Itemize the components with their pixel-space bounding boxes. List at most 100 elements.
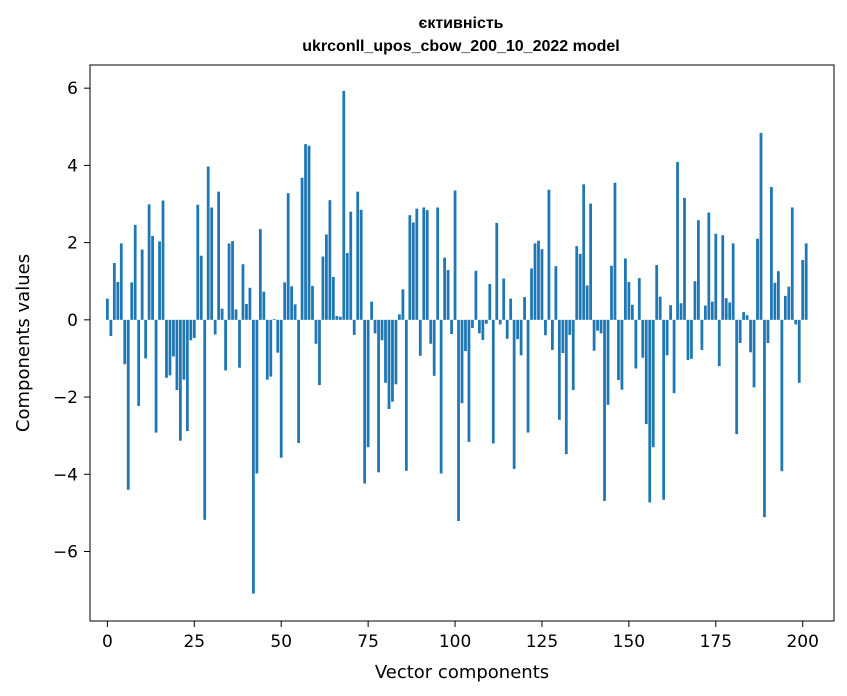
bar <box>516 319 520 340</box>
bar <box>401 289 405 320</box>
bar <box>311 285 314 320</box>
bar <box>179 319 182 441</box>
bar <box>738 319 742 343</box>
bar <box>272 319 276 320</box>
bar <box>126 319 130 490</box>
bar <box>293 304 297 320</box>
bar <box>387 319 391 410</box>
bar <box>192 319 196 338</box>
bar <box>314 319 318 344</box>
bar <box>404 319 408 471</box>
bar <box>105 298 109 320</box>
bar <box>544 319 547 336</box>
bar <box>453 190 457 320</box>
bar <box>495 222 499 320</box>
bar <box>370 301 373 320</box>
bar <box>474 270 478 320</box>
bar <box>429 319 433 344</box>
bar <box>352 319 356 335</box>
bar <box>703 305 707 320</box>
bar <box>502 278 506 320</box>
bar <box>662 319 666 500</box>
bar <box>241 264 245 320</box>
bar <box>641 319 645 358</box>
bar <box>418 319 422 356</box>
bar <box>599 319 603 334</box>
bar <box>644 319 648 425</box>
x-axis-ticks: 0 25 50 75 100 125 150 175 200 <box>102 621 819 652</box>
bar <box>756 238 759 320</box>
bar <box>252 319 255 594</box>
y-tick-label: −6 <box>53 543 78 563</box>
bar <box>203 319 207 520</box>
bar <box>213 319 217 335</box>
bar <box>554 266 558 320</box>
bar <box>512 319 516 469</box>
bar <box>269 319 273 377</box>
bar <box>460 319 464 404</box>
bar <box>307 145 311 320</box>
bar <box>338 316 342 320</box>
x-tick-label: 25 <box>183 632 205 652</box>
bar <box>540 249 544 320</box>
bar <box>724 298 728 320</box>
bar <box>165 319 168 378</box>
bar <box>801 259 805 320</box>
bar <box>613 182 617 320</box>
bar <box>217 191 221 320</box>
bar <box>116 281 120 320</box>
bar <box>172 319 175 357</box>
bar <box>617 319 620 381</box>
bar <box>422 207 426 320</box>
bar <box>238 319 241 368</box>
bar <box>359 209 363 320</box>
bar <box>189 319 193 341</box>
bar <box>585 285 589 320</box>
y-tick-label: 4 <box>67 156 78 176</box>
bar <box>415 208 419 320</box>
chart-title-line2: ukrconll_upos_cbow_200_10_2022 model <box>302 38 619 55</box>
bar <box>325 234 328 320</box>
bar <box>112 263 116 320</box>
bar <box>697 220 700 320</box>
bar <box>564 319 568 455</box>
bar <box>707 212 711 320</box>
bar <box>377 319 380 473</box>
bar <box>523 297 526 320</box>
bar <box>679 303 683 320</box>
bar <box>123 319 127 365</box>
bar <box>763 319 766 518</box>
bar <box>797 319 801 383</box>
bar <box>610 265 613 320</box>
bar <box>290 286 294 320</box>
bar <box>210 207 214 320</box>
bar <box>686 319 690 360</box>
bar <box>398 314 401 320</box>
bar <box>182 319 186 380</box>
bar <box>669 305 672 320</box>
bar <box>596 319 599 331</box>
bar <box>700 319 704 350</box>
bar <box>335 315 339 320</box>
y-tick-label: 0 <box>67 311 78 331</box>
y-axis-label: Components values <box>13 254 34 432</box>
bar <box>509 298 513 320</box>
bar <box>571 319 575 391</box>
bar <box>158 241 161 320</box>
bar <box>300 177 304 320</box>
bar <box>721 235 725 320</box>
bar <box>731 243 735 320</box>
bar <box>519 319 523 356</box>
bar <box>690 319 693 359</box>
bar <box>394 319 398 385</box>
bar <box>787 286 791 320</box>
bar <box>526 319 530 433</box>
bar <box>467 319 471 442</box>
bar <box>373 319 377 334</box>
x-tick-label: 100 <box>439 632 471 652</box>
bar <box>363 319 367 484</box>
x-tick-label: 175 <box>700 632 732 652</box>
bar <box>582 184 586 320</box>
